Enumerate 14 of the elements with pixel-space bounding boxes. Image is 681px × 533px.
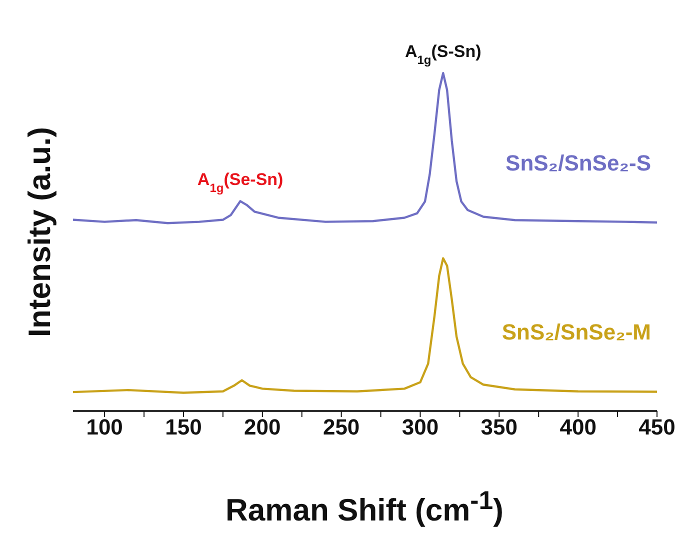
annotation: A$_{1g}$(Se-Sn) [197,170,284,196]
x-tick-label: 200 [244,414,281,440]
series-label: SnS₂/SnSe₂-M [502,320,651,345]
x-tick-label: 350 [480,414,518,440]
x-tick-label: 400 [560,414,596,440]
series-label: SnS₂/SnSe₂-S [506,150,651,176]
x-tick-label: 150 [165,414,202,440]
x-axis-title: Raman Shift (cm$^{-1}$) [224,487,504,528]
annotation: A$_{1g}$(S-Sn) [404,42,482,68]
x-tick-label: 100 [86,414,123,440]
y-axis-title: Intensity (a.u.) [21,126,58,340]
x-tick-label: 450 [638,414,676,440]
x-tick-label: 250 [322,414,360,440]
x-tick-label: 300 [402,414,439,440]
